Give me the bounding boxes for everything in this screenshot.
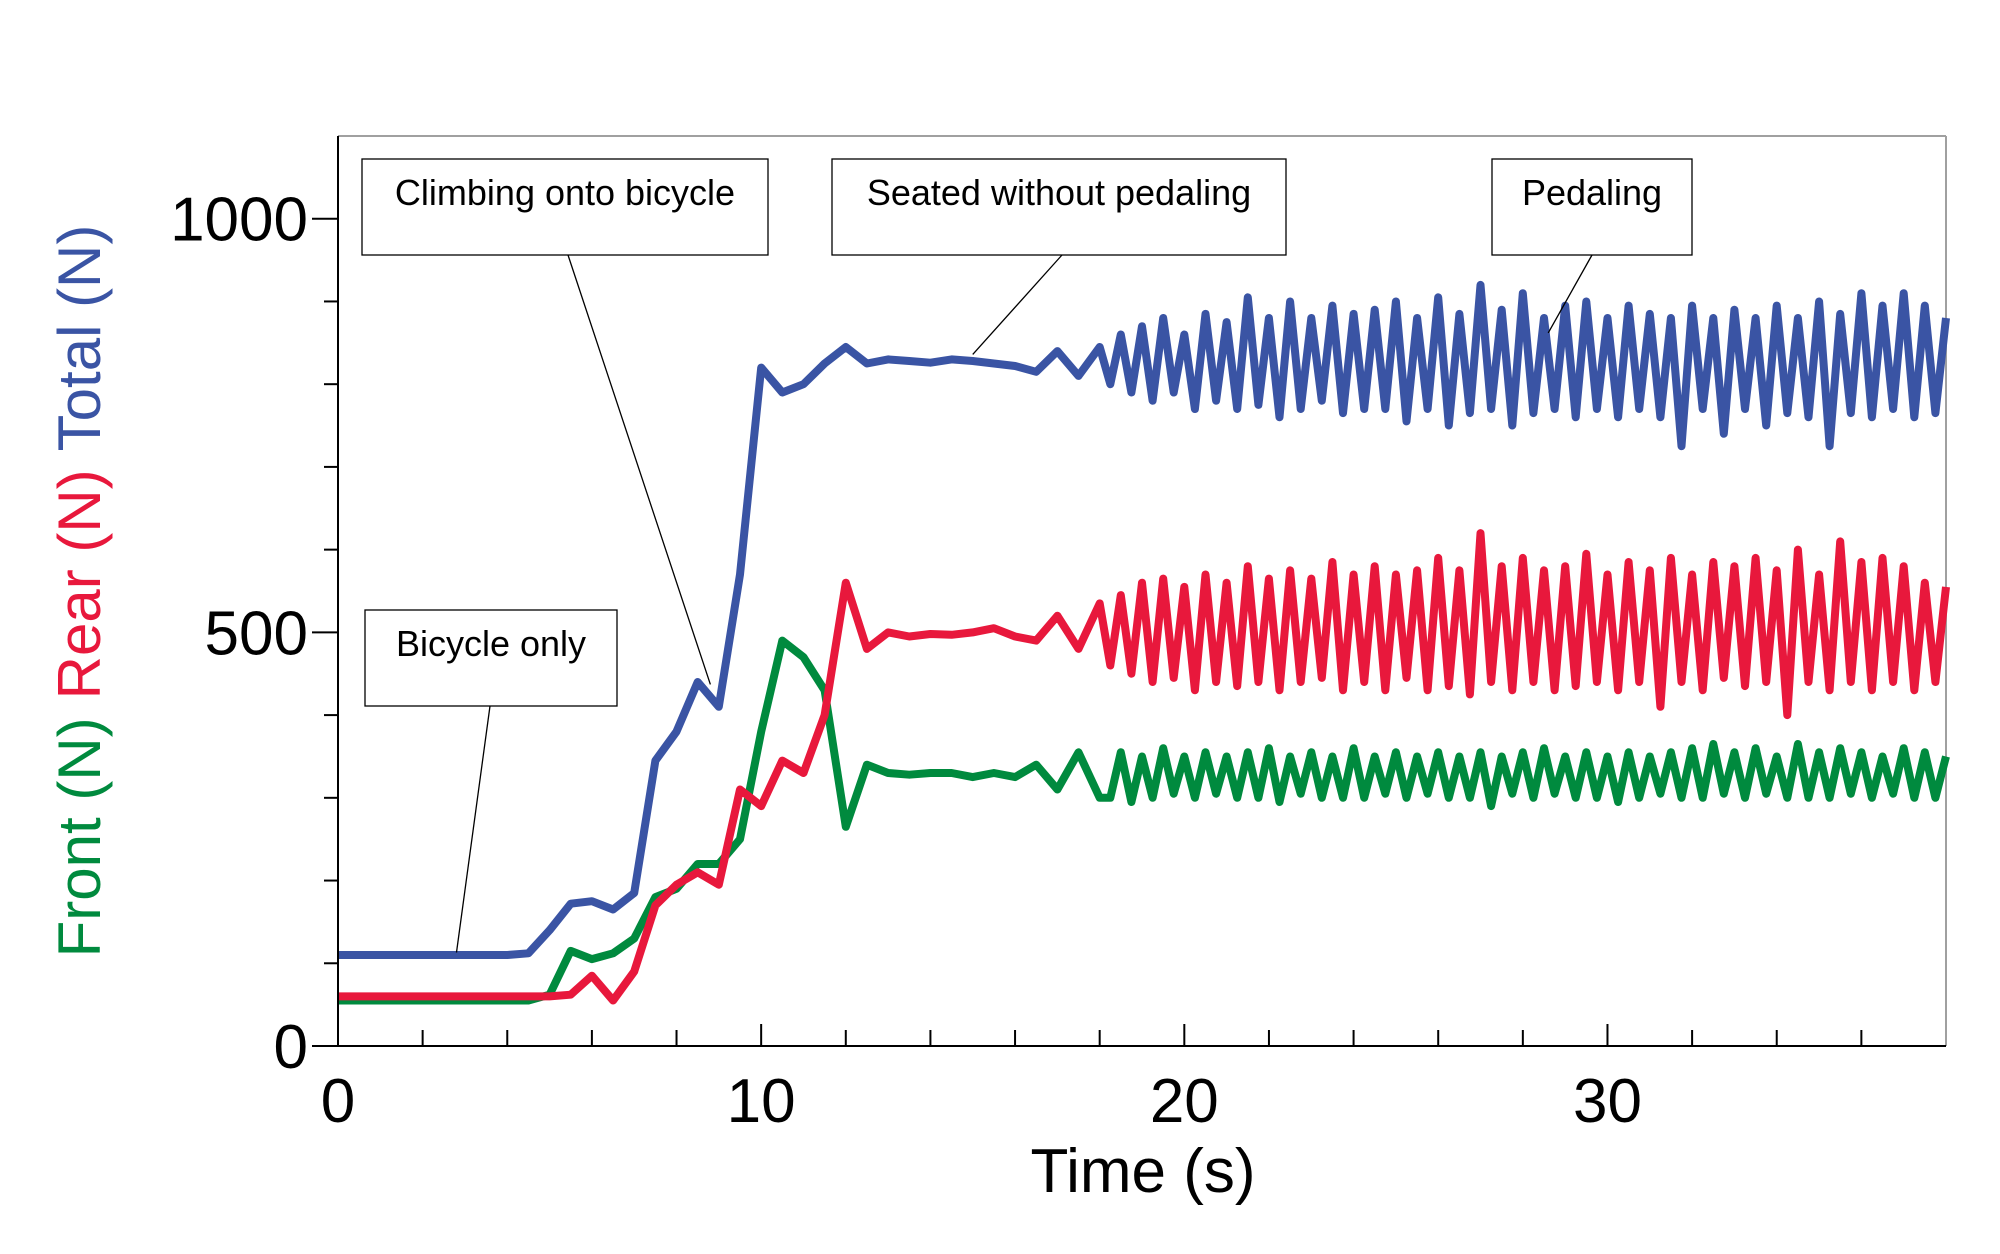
- x-tick-label: 30: [1573, 1067, 1642, 1136]
- annotation-text: Seated without pedaling: [867, 172, 1251, 213]
- annotation-leader: [972, 254, 1063, 355]
- x-axis-title: Time (s): [1031, 1137, 1256, 1206]
- y-axis-title-total: Total (N): [46, 225, 113, 452]
- series-line: [338, 280, 1950, 959]
- annotation-box: [831, 158, 1287, 256]
- annotation-text: Bicycle only: [396, 623, 586, 664]
- y-axis-title-front: Front (N): [46, 717, 113, 957]
- series-line: [338, 636, 1950, 1005]
- annotation-box: [361, 158, 769, 256]
- annotation-leader: [567, 254, 711, 685]
- annotation-leader: [455, 705, 491, 953]
- series-line: [338, 529, 1950, 1005]
- x-tick-label: 20: [1150, 1067, 1219, 1136]
- y-axis-title: Front (N) Rear (N) Total (N): [46, 225, 113, 958]
- annotation-box: [1491, 158, 1693, 256]
- annotation-leader: [1547, 254, 1593, 334]
- annotation-box: [364, 609, 618, 707]
- x-tick-label: 0: [321, 1067, 355, 1136]
- x-tick-label: 10: [727, 1067, 796, 1136]
- y-tick-label: 0: [274, 1013, 308, 1082]
- y-tick-label: 500: [205, 599, 308, 668]
- annotation-text: Pedaling: [1522, 172, 1662, 213]
- annotation-text: Climbing onto bicycle: [395, 172, 735, 213]
- y-axis-title-rear: Rear (N): [46, 469, 113, 699]
- y-tick-label: 1000: [170, 186, 308, 255]
